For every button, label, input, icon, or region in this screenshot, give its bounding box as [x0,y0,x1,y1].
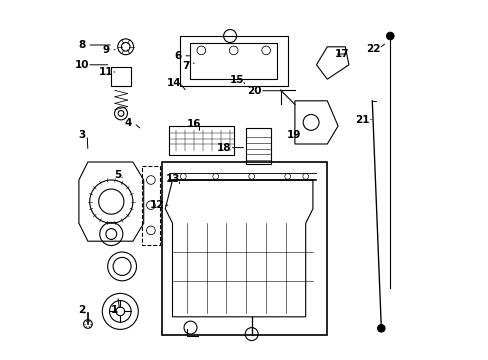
Text: 12: 12 [150,200,164,210]
Text: 8: 8 [78,40,85,50]
Text: 13: 13 [165,174,180,184]
Text: 9: 9 [102,45,109,55]
Text: 21: 21 [355,114,369,125]
Text: 1: 1 [110,305,118,315]
Text: 17: 17 [334,49,348,59]
Text: 6: 6 [174,51,181,61]
Circle shape [386,32,393,40]
Text: 15: 15 [229,75,244,85]
Text: 2: 2 [78,305,85,315]
Bar [111,67,131,86]
Bar [162,162,326,335]
Text: 11: 11 [99,67,113,77]
Text: 10: 10 [74,60,89,70]
Text: 19: 19 [286,130,301,140]
Text: 22: 22 [366,44,380,54]
Text: 4: 4 [124,118,132,128]
Text: 16: 16 [186,119,201,129]
Text: 7: 7 [182,60,189,71]
Text: 14: 14 [166,78,181,88]
Bar [246,128,271,164]
Text: 20: 20 [247,86,261,96]
Text: 18: 18 [217,143,231,153]
Circle shape [377,325,384,332]
Text: 3: 3 [78,130,85,140]
Text: 5: 5 [114,170,121,180]
